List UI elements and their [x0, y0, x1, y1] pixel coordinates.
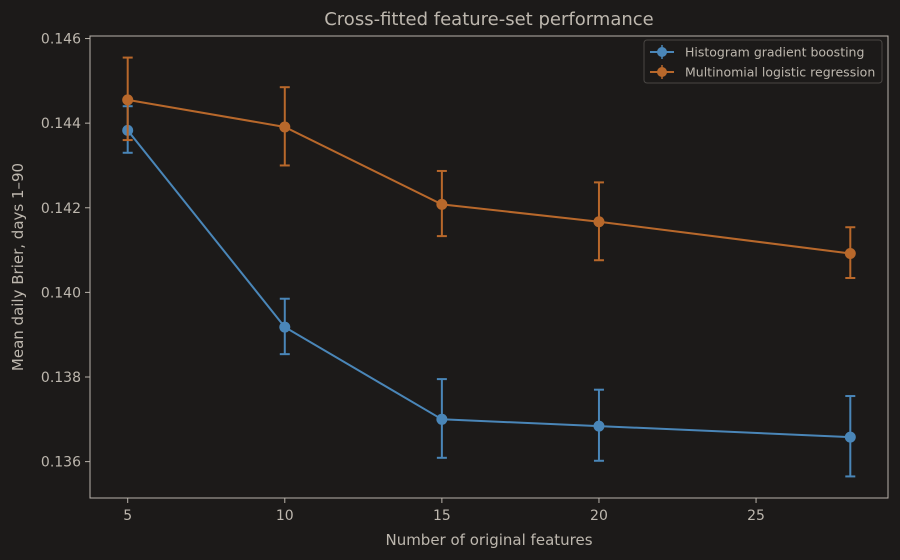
legend: Histogram gradient boosting Multinomial l…	[643, 39, 883, 84]
x-axis-label: Number of original features	[385, 531, 592, 549]
plot-frame	[89, 35, 889, 499]
legend-label: Histogram gradient boosting	[685, 45, 864, 60]
chart-title: Cross-fitted feature-set performance	[324, 9, 654, 30]
y-tick-label: 0.136	[41, 455, 81, 471]
y-tick-label: 0.144	[41, 116, 81, 132]
y-axis-label: Mean daily Brier, days 1–90	[9, 163, 27, 371]
legend-label: Multinomial logistic regression	[685, 65, 875, 80]
x-tick-label: 15	[433, 508, 451, 524]
x-axis: 5 10 15 20 25	[123, 498, 765, 524]
y-tick-label: 0.138	[41, 370, 81, 386]
data-point	[436, 198, 448, 210]
data-point	[593, 420, 605, 432]
series-layer	[122, 56, 856, 478]
legend-entry: Multinomial logistic regression	[650, 65, 875, 80]
x-tick-label: 20	[590, 508, 608, 524]
x-tick-label: 5	[123, 508, 132, 524]
data-point	[122, 94, 134, 106]
data-point	[279, 121, 291, 133]
legend-box	[643, 39, 883, 84]
legend-marker	[657, 47, 667, 57]
y-axis: 0.136 0.138 0.140 0.142 0.144 0.146	[41, 32, 90, 471]
x-tick-label: 10	[276, 508, 294, 524]
x-tick-label: 25	[747, 508, 765, 524]
data-point	[436, 413, 448, 425]
data-point	[844, 247, 856, 259]
data-point	[593, 216, 605, 228]
legend-entry: Histogram gradient boosting	[650, 45, 864, 60]
y-tick-label: 0.142	[41, 201, 81, 217]
y-tick-label: 0.146	[41, 32, 81, 48]
legend-marker	[657, 67, 667, 77]
data-point	[279, 321, 291, 333]
series-2	[122, 56, 856, 279]
y-tick-label: 0.140	[41, 285, 81, 301]
data-point	[844, 431, 856, 443]
